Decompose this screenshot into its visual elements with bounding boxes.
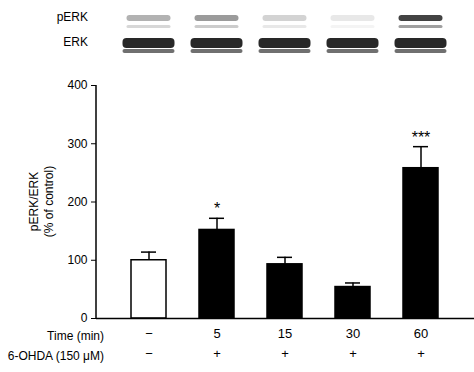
svg-text:30: 30 — [346, 326, 360, 341]
svg-text:0: 0 — [81, 311, 88, 325]
svg-text:+: + — [281, 346, 289, 361]
svg-text:−: − — [145, 326, 153, 341]
svg-text:−: − — [145, 346, 153, 361]
svg-text:300: 300 — [67, 137, 87, 151]
svg-text:***: *** — [412, 129, 431, 146]
svg-text:pERK/ERK(% of control): pERK/ERK(% of control) — [27, 166, 56, 237]
svg-text:6-OHDA (150 μM): 6-OHDA (150 μM) — [8, 349, 104, 363]
svg-text:60: 60 — [414, 326, 428, 341]
svg-text:200: 200 — [67, 195, 87, 209]
svg-text:400: 400 — [67, 78, 87, 92]
svg-text:5: 5 — [213, 326, 220, 341]
svg-text:pERK: pERK — [57, 10, 88, 24]
svg-text:+: + — [417, 346, 425, 361]
svg-text:Time (min): Time (min) — [47, 329, 104, 343]
svg-text:+: + — [213, 346, 221, 361]
svg-text:*: * — [214, 200, 220, 217]
svg-text:ERK: ERK — [63, 35, 88, 49]
svg-text:100: 100 — [67, 253, 87, 267]
svg-text:15: 15 — [278, 326, 292, 341]
svg-text:+: + — [349, 346, 357, 361]
